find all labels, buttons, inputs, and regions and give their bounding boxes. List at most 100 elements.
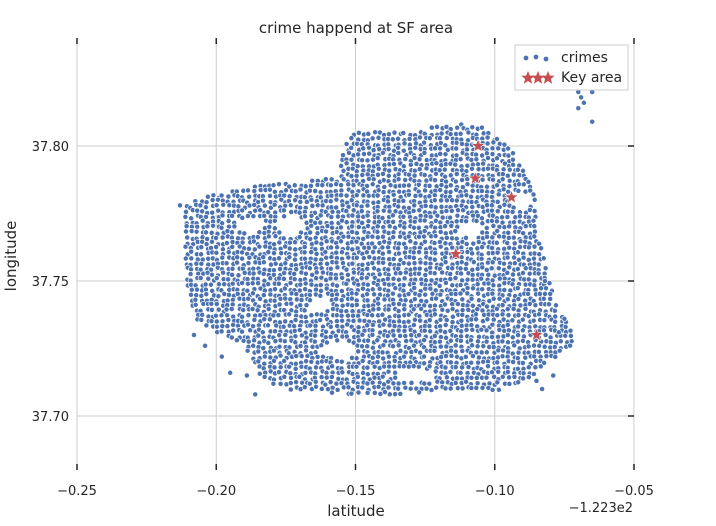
crime-point — [485, 271, 492, 278]
crime-point — [402, 177, 409, 183]
crime-point — [458, 328, 465, 335]
crime-point — [219, 234, 226, 241]
crime-point — [256, 370, 263, 377]
crime-point — [334, 282, 340, 289]
crime-point — [267, 192, 273, 199]
crime-point — [214, 196, 221, 203]
crime-point — [469, 182, 476, 189]
crime-point — [509, 281, 516, 288]
crime-point — [411, 296, 418, 303]
crime-point — [434, 123, 440, 130]
crime-point — [198, 292, 205, 299]
crime-point — [467, 337, 474, 344]
crime-point — [489, 321, 496, 328]
crime-point — [509, 334, 516, 341]
crime-point — [443, 343, 450, 350]
crime-point — [408, 332, 415, 339]
crime-point — [562, 332, 569, 339]
crime-point — [480, 343, 487, 350]
crime-point — [411, 167, 418, 174]
crime-point — [406, 135, 413, 142]
crime-point — [229, 280, 236, 287]
crime-point — [546, 301, 552, 308]
crime-point — [531, 196, 538, 203]
crime-point — [400, 147, 407, 154]
crime-point — [275, 280, 282, 287]
crime-point — [465, 364, 472, 370]
crime-point — [396, 318, 403, 325]
crime-point — [402, 156, 409, 162]
crime-point — [402, 297, 409, 304]
crime-point — [525, 256, 532, 263]
crime-point — [459, 184, 466, 191]
crime-point — [480, 358, 487, 365]
crime-point — [416, 292, 423, 299]
crime-point — [416, 249, 423, 256]
crime-point — [439, 306, 446, 313]
crime-point — [504, 172, 511, 179]
crime-point — [433, 295, 439, 302]
crime-point — [468, 359, 475, 366]
crime-point — [416, 389, 423, 396]
crime-point — [468, 295, 475, 302]
crime-point — [410, 254, 417, 261]
crime-point — [228, 334, 235, 341]
crime-point — [531, 277, 538, 284]
crime-point — [541, 359, 548, 366]
crime-point — [478, 124, 485, 131]
crime-point — [306, 265, 313, 272]
crime-point — [191, 332, 197, 338]
crime-point — [530, 371, 537, 377]
crime-point — [234, 254, 241, 261]
crime-point — [401, 224, 408, 231]
crime-point — [437, 316, 444, 323]
crime-point — [353, 355, 360, 362]
crime-point — [520, 181, 527, 188]
crime-point — [365, 337, 371, 344]
crime-point — [488, 207, 495, 214]
crime-point — [438, 162, 445, 169]
crime-point — [301, 244, 308, 250]
crime-point — [439, 214, 446, 221]
crime-point — [519, 327, 526, 334]
crime-point — [218, 192, 225, 199]
crime-point — [256, 229, 263, 236]
crime-point — [443, 197, 450, 204]
crime-point — [405, 260, 412, 267]
crime-point — [501, 224, 508, 231]
crime-point — [479, 286, 486, 293]
crime-point — [494, 379, 501, 386]
crime-point — [366, 144, 372, 151]
crime-point — [353, 254, 360, 261]
crime-point — [496, 295, 503, 302]
crime-point — [499, 171, 506, 178]
crime-point — [271, 217, 278, 224]
crime-point — [470, 259, 477, 266]
crime-point — [353, 230, 360, 236]
crime-point — [241, 230, 248, 237]
crime-point — [442, 223, 449, 230]
crime-point — [268, 261, 274, 268]
crime-point — [380, 342, 387, 349]
crime-point — [519, 337, 526, 344]
crime-point — [306, 187, 313, 194]
crime-point — [379, 311, 386, 318]
crime-point — [385, 146, 392, 152]
crime-point — [439, 269, 446, 276]
legend-crimes-marker-icon — [523, 54, 549, 62]
crime-point — [356, 337, 362, 344]
crime-point — [271, 225, 278, 232]
crime-point — [194, 223, 201, 230]
crime-point — [371, 363, 378, 370]
crime-point — [400, 163, 407, 170]
crime-point — [353, 192, 360, 199]
crime-point — [522, 305, 529, 312]
crime-point — [224, 323, 231, 330]
crime-point — [458, 192, 465, 199]
crime-point — [484, 233, 490, 240]
crime-point — [484, 202, 491, 209]
crime-point — [511, 373, 518, 380]
crime-point — [225, 193, 232, 200]
crime-point — [210, 192, 217, 199]
crime-point — [411, 224, 417, 231]
